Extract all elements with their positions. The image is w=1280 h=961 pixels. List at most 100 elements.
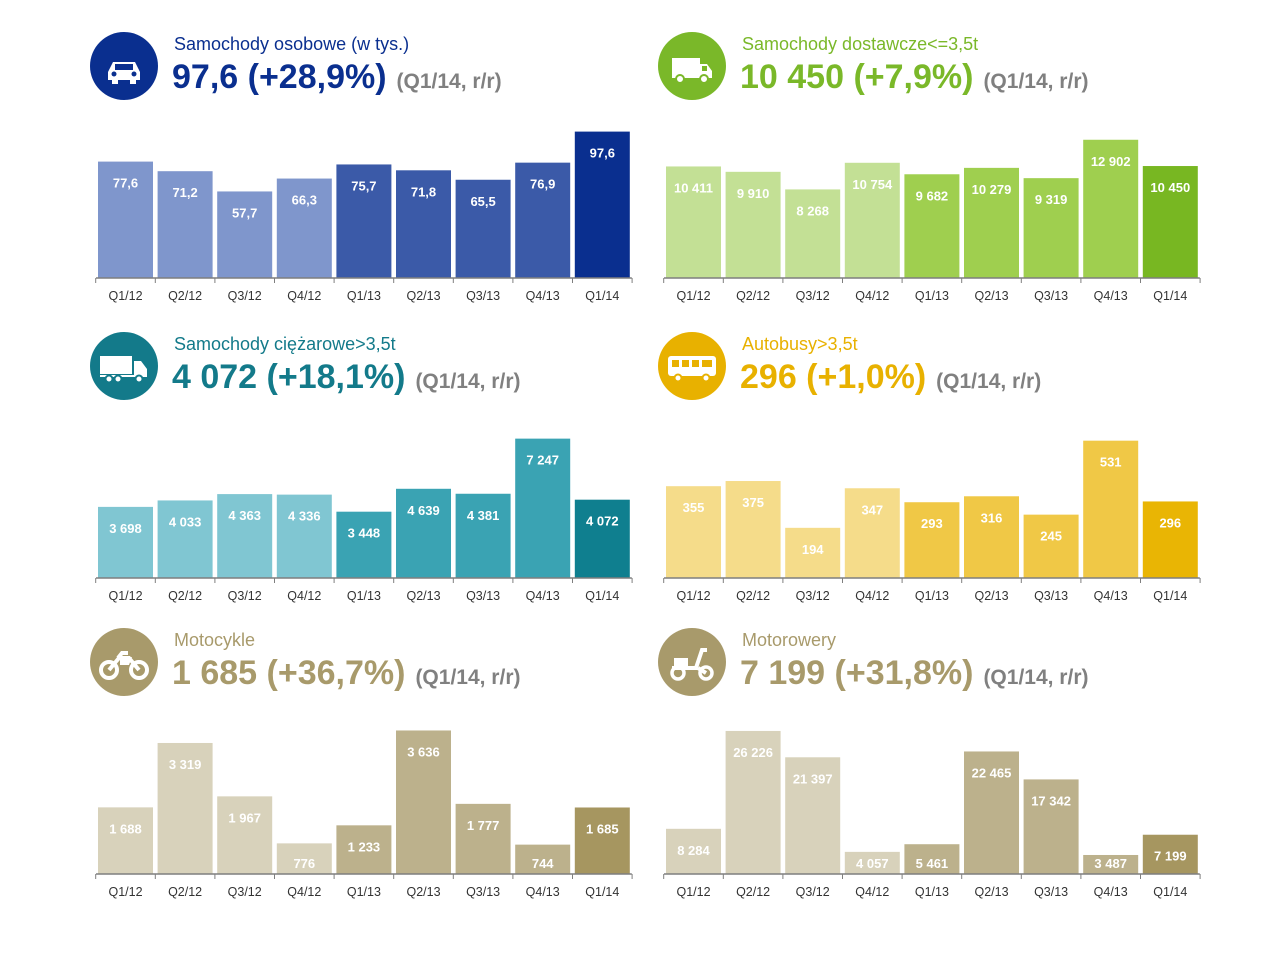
bar-value-label: 347: [861, 502, 883, 517]
bar-Q1/13: [336, 511, 392, 578]
panel-headline: 296 (+1,0%) (Q1/14, r/r): [740, 358, 1041, 397]
bar-value-label: 9 319: [1035, 192, 1068, 207]
bar-value-label: 10 411: [674, 180, 713, 195]
x-tick-label: Q3/13: [1034, 589, 1068, 603]
x-tick-label: Q3/13: [1034, 289, 1068, 303]
bar-Q3/12: [217, 191, 273, 278]
bar-Q3/12: [217, 796, 273, 874]
panel-headline: 1 685 (+36,7%) (Q1/14, r/r): [172, 654, 520, 693]
x-tick-label: Q4/12: [287, 289, 321, 303]
bar-value-label: 10 450: [1150, 180, 1190, 195]
bar-Q4/13: [1083, 440, 1139, 578]
bar-value-label: 744: [532, 856, 554, 871]
bar-value-label: 7 199: [1154, 849, 1187, 864]
bar-Q1/14: [1142, 834, 1198, 874]
x-tick-label: Q2/13: [974, 885, 1008, 899]
x-tick-label: Q2/13: [406, 289, 440, 303]
bar-chart: 355 Q1/12 375 Q2/12 194 Q3/12 347 Q4/12 293 Q1/13…: [658, 418, 1218, 618]
bar-value-label: 4 336: [288, 509, 321, 524]
bar-value-label: 9 682: [916, 188, 949, 203]
bar-value-label: 375: [742, 495, 764, 510]
bar-chart: 3 698 Q1/12 4 033 Q2/12 4 363 Q3/12 4 336 Q4/12…: [90, 418, 650, 618]
bar-Q1/13: [336, 825, 392, 874]
bar-value-label: 3 698: [109, 521, 142, 536]
motorcycle-icon: [90, 628, 158, 696]
x-tick-label: Q1/12: [676, 289, 710, 303]
bar-Q4/12: [844, 851, 900, 874]
bus-icon: [658, 332, 726, 400]
bar-value-label: 10 754: [852, 177, 893, 192]
headline-period: (Q1/14, r/r): [983, 70, 1089, 93]
x-tick-label: Q2/13: [974, 289, 1008, 303]
x-tick-label: Q4/13: [526, 589, 560, 603]
bar-value-label: 194: [802, 542, 824, 557]
x-tick-label: Q2/12: [168, 589, 202, 603]
headline-value: 1 685 (+36,7%): [172, 654, 406, 692]
bar-Q4/12: [276, 178, 332, 278]
x-tick-label: Q1/13: [915, 885, 949, 899]
bar-Q2/12: [725, 730, 781, 874]
bar-Q1/12: [666, 486, 721, 578]
panel-headline: 7 199 (+31,8%) (Q1/14, r/r): [740, 654, 1088, 693]
bar-chart: 8 284 Q1/12 26 226 Q2/12 21 397 Q3/12 4 057 Q4/…: [658, 714, 1218, 914]
bar-Q3/12: [217, 494, 273, 578]
x-tick-label: Q1/12: [676, 885, 710, 899]
bar-value-label: 316: [981, 510, 1003, 525]
headline-period: (Q1/14, r/r): [415, 666, 521, 689]
x-tick-label: Q2/12: [736, 885, 770, 899]
van-icon: [658, 32, 726, 100]
bar-value-label: 9 910: [737, 186, 770, 201]
bar-value-label: 12 902: [1091, 154, 1131, 169]
bar-value-label: 75,7: [351, 178, 376, 193]
chart-svg: 8 284 Q1/12 26 226 Q2/12 21 397 Q3/12 4 057 Q4/…: [663, 730, 1201, 899]
bar-Q2/13: [964, 496, 1019, 578]
headline-period: (Q1/14, r/r): [936, 370, 1042, 393]
bar-value-label: 4 381: [467, 508, 500, 523]
bar-Q1/13: [904, 502, 960, 578]
x-tick-label: Q3/12: [228, 289, 262, 303]
headline-period: (Q1/14, r/r): [396, 70, 502, 93]
chart-svg: 77,6 Q1/12 71,2 Q2/12 57,7 Q3/12 66,3 Q4/12 75,7…: [95, 131, 633, 303]
bar-value-label: 3 487: [1094, 856, 1127, 871]
bar-Q1/12: [98, 506, 153, 578]
bar-Q4/13: [1083, 139, 1139, 278]
x-tick-label: Q1/12: [108, 589, 142, 603]
bar-value-label: 355: [683, 500, 705, 515]
bar-value-label: 3 636: [407, 744, 440, 759]
headline-period: (Q1/14, r/r): [415, 370, 521, 393]
x-tick-label: Q3/12: [796, 885, 830, 899]
bar-Q2/13: [396, 730, 451, 874]
bar-value-label: 8 284: [677, 843, 710, 858]
bar-Q1/14: [574, 807, 630, 874]
bar-value-label: 3 319: [169, 757, 202, 772]
panel-vans: Samochody dostawcze<=3,5t 10 450 (+7,9%)…: [658, 22, 1218, 322]
x-tick-label: Q2/12: [736, 289, 770, 303]
car-icon-glyph: [108, 62, 140, 84]
bar-value-label: 21 397: [793, 771, 833, 786]
bar-Q2/12: [725, 171, 781, 278]
bar-value-label: 4 033: [169, 514, 202, 529]
x-tick-label: Q4/13: [1094, 289, 1128, 303]
x-tick-label: Q2/12: [736, 589, 770, 603]
bar-Q1/12: [666, 166, 721, 278]
bar-Q3/12: [785, 757, 841, 874]
bar-value-label: 1 688: [109, 821, 142, 836]
panel-title: Samochody dostawcze<=3,5t: [742, 34, 979, 54]
bar-chart: 10 411 Q1/12 9 910 Q2/12 8 268 Q3/12 10 754 Q4/…: [658, 118, 1218, 318]
bar-chart: 77,6 Q1/12 71,2 Q2/12 57,7 Q3/12 66,3 Q4/12 75,7…: [90, 118, 650, 318]
bar-Q4/13: [515, 438, 571, 578]
x-tick-label: Q4/13: [1094, 589, 1128, 603]
bar-Q3/12: [785, 527, 841, 578]
bar-Q2/13: [964, 167, 1019, 278]
x-tick-label: Q1/14: [1153, 885, 1187, 899]
x-tick-label: Q1/14: [585, 289, 619, 303]
scooter-icon: [658, 628, 726, 696]
panel-title: Samochody ciężarowe>3,5t: [174, 334, 396, 354]
van-icon-glyph: [672, 58, 712, 84]
x-tick-label: Q1/13: [347, 289, 381, 303]
bar-Q1/13: [904, 844, 960, 874]
truck-icon-glyph: [100, 356, 147, 384]
panel-title: Motocykle: [174, 630, 256, 650]
bar-value-label: 57,7: [232, 205, 257, 220]
x-tick-label: Q3/12: [228, 589, 262, 603]
